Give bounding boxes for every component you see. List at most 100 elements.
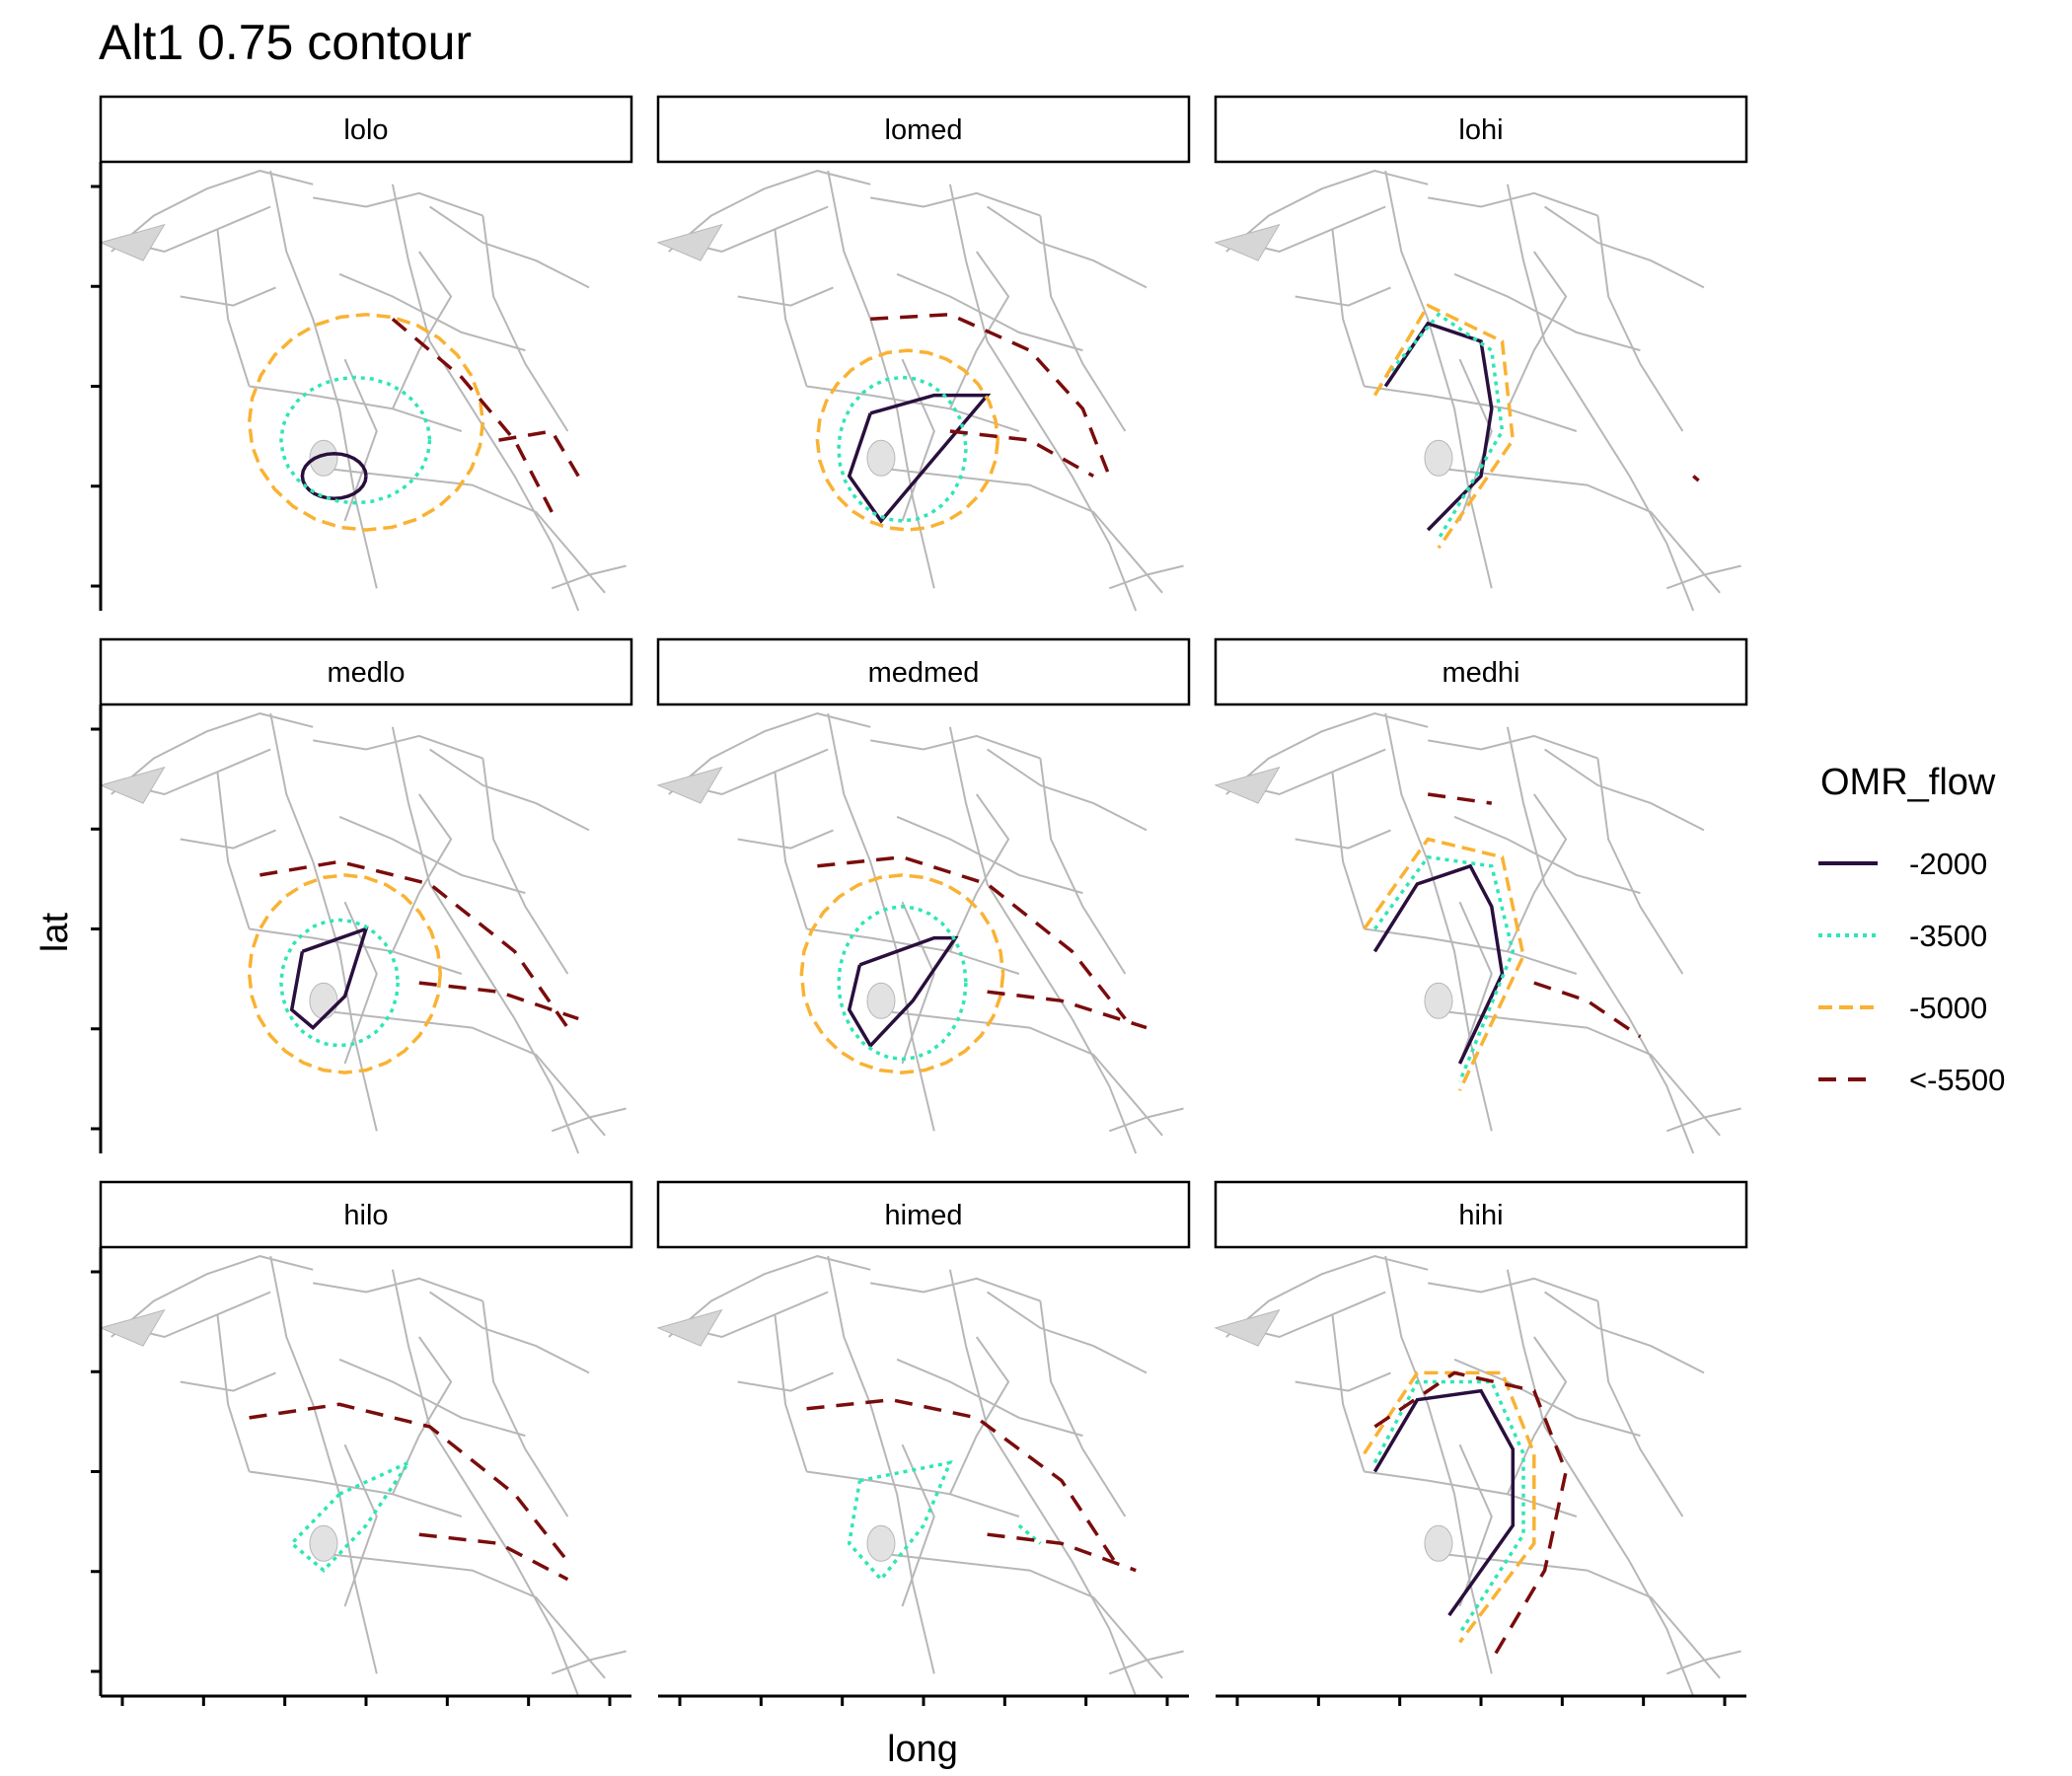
river-line	[896, 815, 1083, 895]
contour-line--3500	[837, 375, 968, 523]
contour-line-lt-5500	[259, 859, 569, 1029]
river-line	[180, 286, 276, 307]
reservoir-shape	[309, 982, 338, 1019]
contour-line-lt-5500	[949, 429, 1095, 479]
contour-line--2000	[289, 925, 369, 1030]
river-line	[1506, 1269, 1695, 1697]
river-line	[269, 1255, 378, 1674]
contour-line-lt-5500	[418, 1532, 569, 1582]
river-line	[1364, 1470, 1578, 1517]
river-line	[313, 1551, 606, 1679]
facet-panel-hihi: hihi	[1214, 1180, 1748, 1706]
contour-line--5000	[799, 873, 1005, 1074]
river-line	[391, 251, 453, 409]
contour-line--3500	[279, 918, 401, 1048]
contour-line-lt-5500	[1427, 792, 1493, 805]
river-line	[338, 815, 526, 895]
river-line	[1039, 758, 1127, 975]
facet-strip	[1214, 95, 1748, 164]
river-line	[1384, 1255, 1493, 1674]
reservoir-shape	[866, 439, 896, 477]
river-line	[1225, 712, 1429, 795]
contour-line--5000	[1372, 303, 1516, 550]
facet-strip-label: medmed	[868, 657, 980, 689]
river-line	[1506, 793, 1568, 952]
facet-strip	[1214, 1180, 1748, 1249]
basemap-rivers	[1214, 712, 1741, 1154]
river-line	[429, 1291, 590, 1374]
river-line	[391, 184, 580, 612]
contour-line-lt-5500	[1533, 981, 1642, 1039]
river-line	[737, 286, 834, 307]
river-line	[111, 1255, 314, 1338]
river-line	[987, 748, 1147, 832]
bay-shape	[1214, 766, 1281, 804]
river-line	[1108, 1650, 1184, 1675]
facet-strip	[99, 1180, 633, 1249]
river-line	[429, 748, 590, 832]
facet-panel-medmed: medmed	[656, 637, 1191, 1154]
contour-line-lt-5500	[870, 312, 1111, 478]
contour-line--5000	[247, 312, 485, 532]
river-line	[180, 829, 276, 850]
contour-line--2000	[300, 451, 368, 501]
legend-item: -2000	[1818, 847, 1987, 881]
bay-shape	[656, 1308, 723, 1347]
river-line	[1364, 385, 1578, 432]
river-line	[1384, 712, 1493, 1132]
reservoir-shape	[1424, 1524, 1453, 1562]
contour-line--2000	[847, 935, 959, 1049]
contour-line--3500	[279, 375, 432, 505]
river-line	[1225, 170, 1429, 253]
river-line	[1453, 815, 1641, 895]
river-line	[948, 793, 1010, 952]
facet-panel-lomed: lomed	[656, 95, 1191, 612]
contour-line--5000	[1363, 837, 1525, 1092]
bay-shape	[99, 766, 166, 804]
basemap-rivers	[99, 1255, 627, 1697]
river-line	[948, 251, 1010, 409]
river-line	[901, 901, 935, 1065]
legend-label: -2000	[1909, 847, 1987, 881]
reservoir-shape	[309, 1524, 338, 1562]
river-line	[249, 385, 463, 432]
basemap-rivers	[656, 170, 1184, 612]
river-line	[948, 184, 1138, 612]
basemap-rivers	[656, 712, 1184, 1154]
river-line	[313, 734, 483, 760]
facet-panel-hilo: hilo	[91, 1180, 633, 1706]
river-line	[806, 385, 1020, 432]
river-line	[1039, 215, 1127, 432]
river-line	[1428, 1551, 1721, 1679]
river-line	[216, 772, 251, 929]
river-line	[948, 1336, 1010, 1495]
river-line	[429, 205, 590, 289]
river-line	[1108, 1107, 1184, 1133]
legend-item: <-5500	[1818, 1063, 2005, 1097]
river-line	[987, 205, 1147, 289]
y-axis-title: lat	[35, 912, 76, 952]
river-line	[1596, 758, 1684, 975]
river-line	[313, 191, 483, 217]
facet-panels: lolo lomed lohi medlo medmed medhi hilo himed hi…	[91, 95, 1748, 1706]
river-line	[1039, 1300, 1127, 1517]
river-line	[249, 927, 463, 975]
river-line	[901, 358, 935, 522]
river-line	[1331, 229, 1366, 387]
river-line	[1364, 927, 1578, 975]
contour-line--2000	[1372, 1388, 1516, 1617]
river-line	[827, 712, 935, 1132]
legend-item: -3500	[1818, 919, 1987, 953]
river-line	[1225, 1255, 1429, 1338]
facet-strip	[656, 637, 1191, 706]
river-line	[1506, 1336, 1568, 1495]
river-line	[481, 1300, 569, 1517]
river-line	[1544, 205, 1705, 289]
river-line	[111, 170, 314, 253]
basemap-rivers	[1214, 1255, 1741, 1697]
river-line	[180, 1371, 276, 1392]
river-line	[1458, 901, 1493, 1065]
river-line	[551, 1650, 627, 1675]
legend: OMR_flow -2000 -3500 -5000 <-5500	[1818, 762, 2005, 1097]
river-line	[1596, 215, 1684, 432]
